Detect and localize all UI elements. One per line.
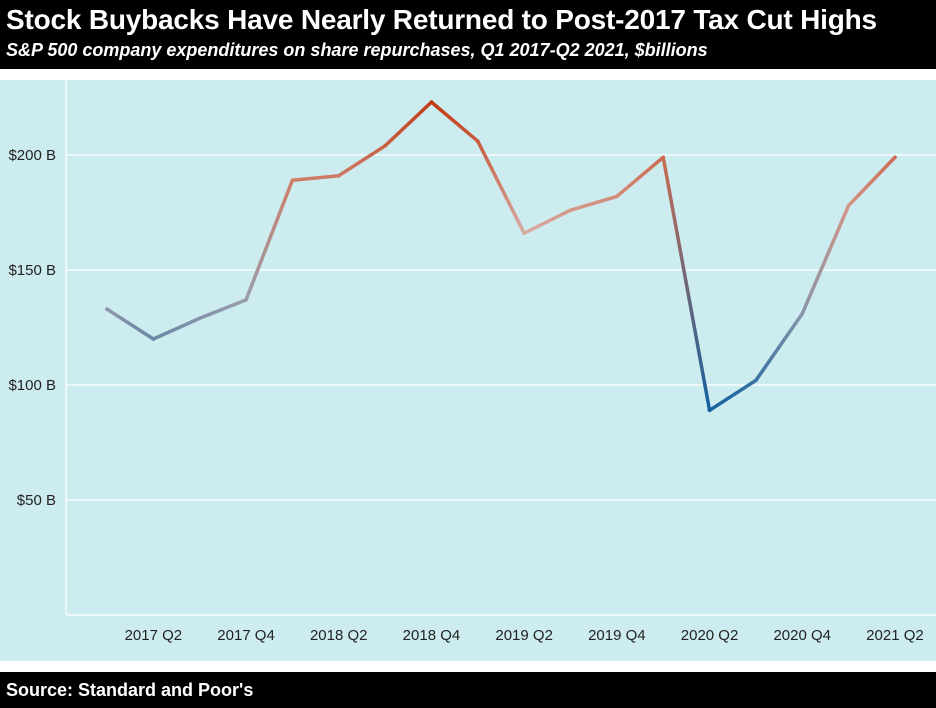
y-tick-labels: $50 B $100 B $150 B $200 B xyxy=(8,147,56,509)
data-point xyxy=(707,408,712,413)
line-segment xyxy=(615,155,665,199)
line-segment xyxy=(661,155,712,413)
line-segment xyxy=(197,298,248,321)
plot-background xyxy=(0,80,936,661)
line-segment xyxy=(151,316,202,341)
data-point xyxy=(476,139,480,143)
line-segment xyxy=(105,307,156,341)
line-segment xyxy=(429,100,480,143)
x-tick-label: 2020 Q4 xyxy=(773,627,831,644)
data-point xyxy=(151,337,156,341)
line-segment xyxy=(522,208,573,235)
y-tick-label: $50 B xyxy=(17,492,56,509)
chart-header: Stock Buybacks Have Nearly Returned to P… xyxy=(0,0,936,69)
source-note: Source: Standard and Poor's xyxy=(6,680,254,700)
x-tick-label: 2021 Q2 xyxy=(866,627,924,644)
line-segment xyxy=(337,144,387,178)
data-point xyxy=(290,178,295,183)
chart-title: Stock Buybacks Have Nearly Returned to P… xyxy=(6,4,877,35)
line-segment xyxy=(383,100,434,148)
data-point xyxy=(754,378,758,383)
x-tick-label: 2018 Q4 xyxy=(403,627,461,644)
line-segment xyxy=(290,173,341,183)
x-tick-label: 2019 Q2 xyxy=(495,627,553,644)
data-point xyxy=(429,100,434,104)
y-tick-label: $150 B xyxy=(8,262,56,279)
x-tick-label: 2019 Q4 xyxy=(588,627,646,644)
data-point xyxy=(893,155,897,160)
line-segment xyxy=(476,139,526,235)
data-point xyxy=(197,316,202,321)
line-segment xyxy=(846,155,897,208)
gridlines xyxy=(66,154,936,501)
line-segment xyxy=(800,203,851,316)
axes xyxy=(65,80,936,616)
x-tick-label: 2017 Q4 xyxy=(217,627,275,644)
data-point xyxy=(336,173,341,178)
line-segment xyxy=(754,311,804,383)
chart-footer: Source: Standard and Poor's xyxy=(0,672,936,708)
data-point xyxy=(105,307,109,311)
y-tick-label: $200 B xyxy=(8,147,56,164)
data-point xyxy=(522,231,526,235)
line-segment xyxy=(244,178,295,302)
data-point xyxy=(846,203,851,208)
line-segment xyxy=(707,378,758,413)
x-tick-labels: 2017 Q2 2017 Q4 2018 Q2 2018 Q4 2019 Q2 2019 … xyxy=(125,627,924,644)
data-point xyxy=(661,155,665,160)
data-point xyxy=(800,311,805,316)
data-point xyxy=(568,208,573,212)
data-point xyxy=(244,298,248,302)
data-point xyxy=(383,144,387,148)
x-tick-label: 2020 Q2 xyxy=(681,627,739,644)
x-tick-label: 2018 Q2 xyxy=(310,627,368,644)
y-tick-label: $100 B xyxy=(8,377,56,394)
line-segment xyxy=(568,194,619,212)
chart-subtitle: S&P 500 company expenditures on share re… xyxy=(6,40,708,60)
x-tick-label: 2017 Q2 xyxy=(125,627,183,644)
buybacks-line xyxy=(105,100,897,413)
data-point xyxy=(615,194,619,199)
